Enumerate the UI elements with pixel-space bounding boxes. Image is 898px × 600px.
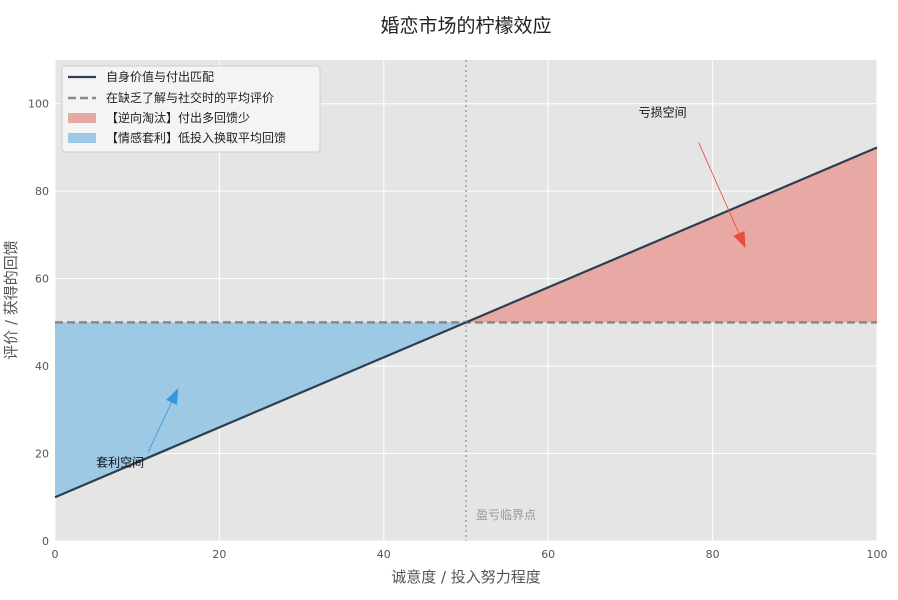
y-tick-label: 0 xyxy=(42,535,49,548)
legend-label-average-line: 在缺乏了解与社交时的平均评价 xyxy=(106,90,274,105)
legend-swatch-arbitrage-area xyxy=(68,133,96,143)
loss-space-label: 亏损空间 xyxy=(639,105,687,119)
breakeven-label: 盈亏临界点 xyxy=(476,508,536,522)
legend-label-loss-area: 【逆向淘汰】付出多回馈少 xyxy=(106,110,250,125)
arbitrage-space-label: 套利空间 xyxy=(96,455,144,469)
legend-swatch-loss-area xyxy=(68,113,96,123)
y-tick-label: 80 xyxy=(35,185,49,198)
y-tick-label: 100 xyxy=(28,98,49,111)
y-tick-label: 60 xyxy=(35,273,49,286)
x-axis-label: 诚意度 / 投入努力程度 xyxy=(391,568,541,586)
x-tick-label: 100 xyxy=(867,548,888,561)
loss-arrow-head xyxy=(733,230,746,249)
series-lines xyxy=(54,146,878,499)
y-tick-label: 20 xyxy=(35,448,49,461)
legend: 自身价值与付出匹配在缺乏了解与社交时的平均评价【逆向淘汰】付出多回馈少【情感套利… xyxy=(61,65,321,153)
legend-box xyxy=(61,65,321,153)
x-tick-label: 0 xyxy=(52,548,59,561)
arbitrage-arrow-shaft xyxy=(147,402,172,453)
x-tick-label: 60 xyxy=(541,548,555,561)
tick-labels: 0 20 40 60 80 100 0 20 40 60 80 100 xyxy=(28,98,888,561)
value-match-line xyxy=(54,146,878,499)
x-tick-label: 40 xyxy=(377,548,391,561)
legend-label-arbitrage-area: 【情感套利】低投入换取平均回馈 xyxy=(106,130,286,145)
y-tick-label: 40 xyxy=(35,360,49,373)
loss-arrow-shaft xyxy=(698,142,740,234)
y-axis-label: 评价 / 获得的回馈 xyxy=(2,240,20,360)
x-tick-label: 20 xyxy=(212,548,226,561)
chart-title: 婚恋市场的柠檬效应 xyxy=(380,15,551,37)
x-tick-label: 80 xyxy=(706,548,720,561)
arbitrage-arrow-head xyxy=(166,387,179,405)
legend-label-value-line: 自身价值与付出匹配 xyxy=(106,69,214,84)
breakeven-line: 盈亏临界点 xyxy=(465,60,536,541)
